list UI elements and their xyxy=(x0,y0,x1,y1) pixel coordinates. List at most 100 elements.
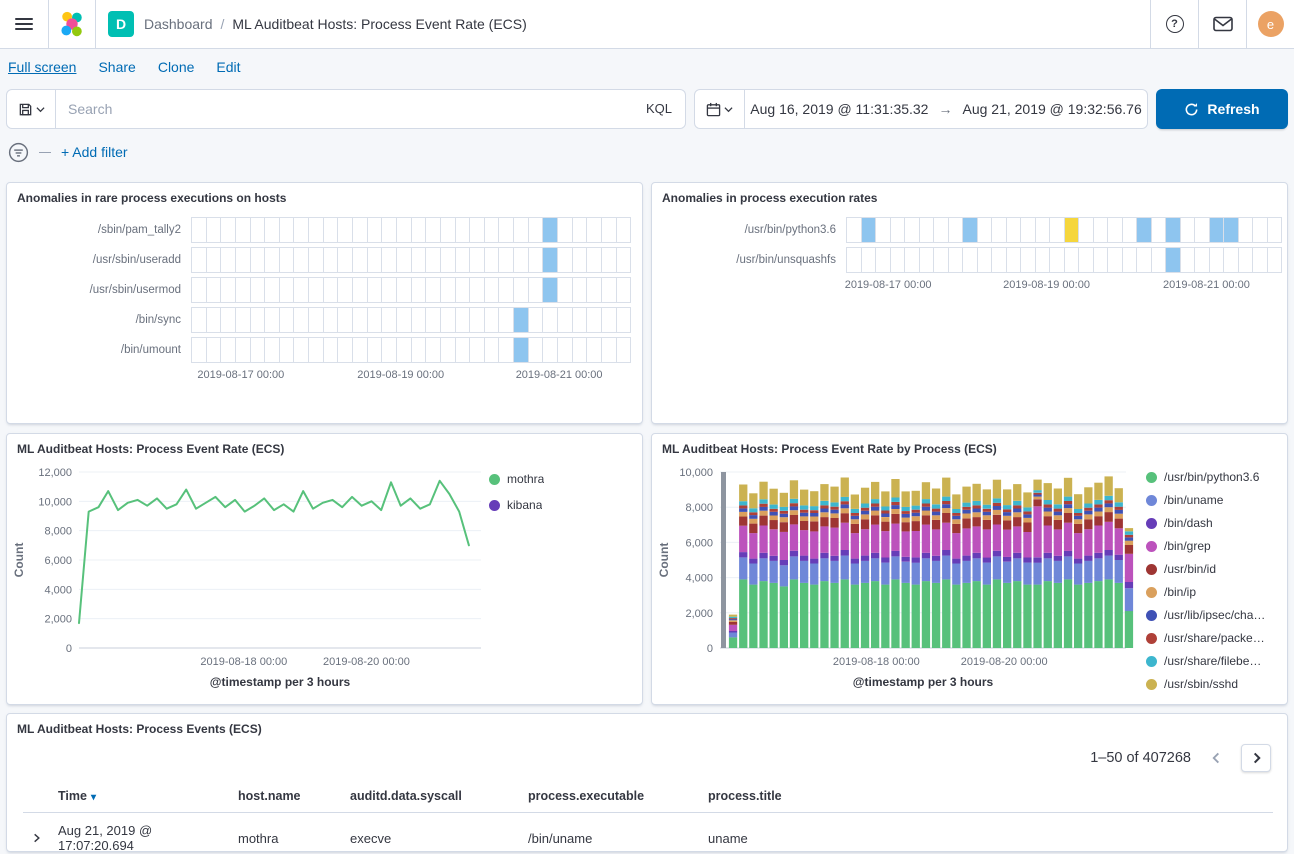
anomaly-cell[interactable] xyxy=(514,307,529,333)
line-chart[interactable]: 0 2,000 4,000 6,000 8,000 10,000 12,000 2019-08… xyxy=(9,460,514,704)
anomaly-cell[interactable] xyxy=(1166,247,1181,273)
bar-segment xyxy=(1104,503,1113,508)
bar-segment xyxy=(739,512,748,517)
swimlane-cell xyxy=(1151,217,1166,243)
legend-item[interactable]: mothra xyxy=(489,472,544,486)
panel-title[interactable]: Anomalies in rare process executions on … xyxy=(17,191,287,205)
refresh-button[interactable]: Refresh xyxy=(1156,89,1288,129)
bar-segment xyxy=(1063,477,1073,497)
anomaly-cell[interactable] xyxy=(543,277,559,303)
bar-segment xyxy=(779,586,788,648)
bar-segment xyxy=(728,632,738,638)
menu-button[interactable] xyxy=(0,0,48,48)
anomaly-cell[interactable] xyxy=(543,247,559,273)
bar-segment xyxy=(1104,550,1113,556)
legend-label: mothra xyxy=(507,472,545,486)
edit-link[interactable]: Edit xyxy=(216,59,241,75)
bar-segment xyxy=(749,523,758,534)
bar-segment xyxy=(1104,579,1113,648)
legend-item[interactable]: /usr/share/packe… xyxy=(1146,631,1284,645)
legend-item[interactable]: /usr/sbin/sshd xyxy=(1146,677,1284,691)
bar-segment xyxy=(982,557,991,563)
pagination-label: 1–50 of 407268 xyxy=(1090,750,1191,766)
date-from[interactable]: Aug 16, 2019 @ 11:31:35.32 xyxy=(750,101,929,117)
share-link[interactable]: Share xyxy=(98,59,136,75)
bar-segment xyxy=(728,637,738,648)
anomaly-cell[interactable] xyxy=(1166,217,1181,243)
bar-segment xyxy=(1084,487,1093,504)
x-tick-label: 2019-08-21 00:00 xyxy=(1162,279,1250,291)
anomaly-cell[interactable] xyxy=(1064,217,1079,243)
bar-segment xyxy=(1043,516,1052,526)
anomaly-cell[interactable] xyxy=(963,217,978,243)
svg-text:6,000: 6,000 xyxy=(685,537,713,549)
panel-title[interactable]: ML Auditbeat Hosts: Process Event Rate (… xyxy=(17,442,285,456)
bar-segment xyxy=(1124,553,1134,582)
search-input[interactable] xyxy=(56,89,686,129)
breadcrumb-dashboard-link[interactable]: Dashboard xyxy=(144,16,213,32)
legend-item[interactable]: /bin/uname xyxy=(1146,493,1284,507)
legend-label: /usr/sbin/sshd xyxy=(1164,677,1239,691)
anomaly-cell[interactable] xyxy=(861,217,876,243)
bar-segment xyxy=(1074,513,1083,516)
swimlane-cell xyxy=(1180,217,1195,243)
anomaly-cell[interactable] xyxy=(514,337,529,363)
user-menu-button[interactable]: e xyxy=(1246,0,1294,48)
anomaly-cell[interactable] xyxy=(1137,217,1152,243)
filter-divider xyxy=(39,151,51,153)
bar-segment xyxy=(1003,509,1012,513)
column-header-executable[interactable]: process.executable xyxy=(520,780,700,813)
chevron-right-icon xyxy=(34,833,40,843)
swimlane-cell xyxy=(934,217,949,243)
bar-segment xyxy=(921,499,931,504)
anomaly-cell[interactable] xyxy=(1209,217,1224,243)
elastic-logo[interactable] xyxy=(49,0,95,48)
legend-item[interactable]: /usr/bin/id xyxy=(1146,562,1284,576)
legend-item[interactable]: /usr/share/filebe… xyxy=(1146,654,1284,668)
stacked-bar-chart[interactable]: 0 2,000 4,000 6,000 8,000 10,000 2019-08-18 00… xyxy=(654,460,1142,704)
swimlane-cell xyxy=(411,337,427,363)
anomaly-cell[interactable] xyxy=(543,217,559,243)
clone-link[interactable]: Clone xyxy=(157,59,195,75)
legend-item[interactable]: /bin/grep xyxy=(1146,539,1284,553)
previous-page-button[interactable] xyxy=(1201,744,1231,772)
save-icon xyxy=(19,103,31,115)
swimlane-cell xyxy=(294,307,310,333)
swimlane-cell xyxy=(977,247,992,273)
bar-segment xyxy=(1124,537,1134,541)
expand-row-button[interactable] xyxy=(31,832,42,844)
legend-item[interactable]: /bin/ip xyxy=(1146,585,1284,599)
column-header-hostname[interactable]: host.name xyxy=(230,780,342,813)
legend-item[interactable]: /bin/dash xyxy=(1146,516,1284,530)
filter-options-button[interactable] xyxy=(8,141,29,163)
newsfeed-button[interactable] xyxy=(1198,0,1246,48)
bar-segment xyxy=(891,479,900,498)
bar-segment xyxy=(992,524,1002,551)
panel-title[interactable]: Anomalies in process execution rates xyxy=(662,191,878,205)
panel-title[interactable]: ML Auditbeat Hosts: Process Events (ECS) xyxy=(17,722,262,736)
add-filter-link[interactable]: + Add filter xyxy=(61,144,128,160)
legend-item[interactable]: /usr/lib/ipsec/cha… xyxy=(1146,608,1284,622)
mail-icon xyxy=(1212,16,1233,32)
full-screen-link[interactable]: Full screen xyxy=(8,59,77,75)
column-header-time[interactable]: Time ▾ xyxy=(50,780,230,813)
next-page-button[interactable] xyxy=(1241,744,1271,772)
bar-segment xyxy=(860,507,870,511)
swimlane-cell xyxy=(191,277,207,303)
panel-title[interactable]: ML Auditbeat Hosts: Process Event Rate b… xyxy=(662,442,997,456)
query-language-toggle[interactable]: KQL xyxy=(645,101,672,116)
bar-segment xyxy=(759,558,768,582)
column-header-syscall[interactable]: auditd.data.syscall xyxy=(342,780,520,813)
quick-select-button[interactable] xyxy=(695,90,745,128)
saved-query-button[interactable] xyxy=(6,89,56,129)
bar-segment xyxy=(1053,529,1062,556)
legend-item[interactable]: /usr/bin/python3.6 xyxy=(1146,470,1284,484)
date-to[interactable]: Aug 21, 2019 @ 19:32:56.76 xyxy=(962,101,1142,117)
anomaly-cell[interactable] xyxy=(1224,217,1239,243)
bar-segment xyxy=(769,520,778,530)
column-header-process-title[interactable]: process.title xyxy=(700,780,1273,813)
bar-segment xyxy=(891,523,900,551)
help-button[interactable]: ? xyxy=(1150,0,1198,48)
bar-segment xyxy=(942,550,951,556)
legend-item[interactable]: kibana xyxy=(489,498,544,512)
